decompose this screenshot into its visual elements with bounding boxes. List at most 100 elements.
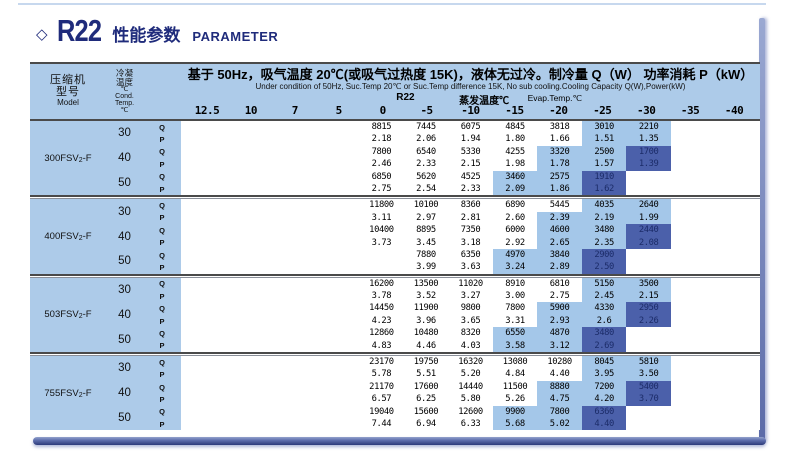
data-cell: 3.73	[371, 237, 392, 248]
data-cell: 5445	[549, 200, 570, 211]
data-cell: 2900	[581, 248, 627, 262]
data-cell	[226, 418, 271, 430]
data-cell: 11900	[413, 303, 439, 314]
data-cell: 9800	[460, 303, 481, 314]
data-cell	[181, 356, 226, 368]
block-separator	[30, 352, 760, 357]
data-cell: 3320	[537, 145, 582, 159]
data-cell	[226, 356, 271, 368]
data-cell	[671, 199, 716, 211]
data-cell: 7800	[371, 146, 392, 157]
data-cell: 2440	[626, 224, 671, 237]
data-cell	[715, 381, 760, 393]
data-cell	[671, 224, 716, 236]
data-cell	[181, 368, 226, 380]
data-cell	[626, 340, 671, 352]
data-cell	[226, 199, 271, 211]
data-cell	[715, 249, 760, 261]
data-cell: 2.33	[460, 183, 481, 194]
data-cell: 7800	[537, 405, 582, 418]
data-cell: 2.06	[416, 134, 436, 145]
model-name-prefix: 300FSV	[44, 152, 79, 164]
evap-refrigerant-label: R22	[396, 92, 415, 103]
data-cell	[715, 327, 760, 339]
data-cell	[226, 146, 271, 158]
model-name: 755FSV 2 -F	[30, 356, 106, 431]
data-cell	[181, 418, 226, 430]
data-cell	[315, 381, 360, 393]
evap-temp-tick: 5	[335, 104, 343, 117]
evap-temp-tick: 0	[379, 104, 387, 117]
data-cell	[671, 356, 716, 368]
header-cond-temp: 冷凝 温度 ℃ Cond. Temp. ℃	[106, 64, 143, 119]
header-cond-en2: Temp.	[114, 100, 135, 108]
evap-temp-ticks: 12.5 10 7 5 0 -5 -10 -15 -20 -25 -30 -35 -40	[185, 104, 756, 119]
qp-label: P	[143, 417, 181, 431]
cond-temp-value: 40	[106, 380, 143, 406]
data-cell: 2.35	[581, 236, 627, 249]
data-cell	[181, 158, 226, 170]
data-cell: 19750	[413, 357, 439, 368]
model-name-suffix: -F	[82, 387, 92, 399]
diamond-icon: ◇	[36, 26, 48, 43]
data-cell: 4.75	[537, 393, 582, 406]
data-cell: 2500	[581, 145, 627, 159]
data-cell	[270, 224, 315, 236]
data-cell	[226, 302, 271, 314]
data-cell	[715, 340, 760, 352]
model-name-subscript: 2	[78, 156, 83, 164]
header-cond-unit2: ℃	[120, 107, 129, 115]
data-cell: 19040	[369, 406, 394, 417]
data-cell: 1.66	[549, 134, 570, 145]
data-cell	[315, 327, 360, 339]
data-cell	[226, 368, 271, 380]
data-cell: 2.45	[581, 290, 627, 303]
data-cell: 6890	[505, 200, 525, 211]
data-cell	[226, 224, 271, 236]
data-cell	[315, 340, 360, 352]
data-cell	[181, 302, 226, 314]
data-cell	[626, 183, 671, 195]
data-cell	[270, 158, 315, 170]
data-cell: 2.75	[549, 291, 570, 302]
block-separator	[30, 273, 760, 278]
data-cell: 4845	[505, 122, 525, 132]
data-cell: 5900	[537, 302, 582, 315]
qp-label: P	[143, 158, 181, 171]
data-cell	[671, 261, 716, 273]
data-cell	[181, 340, 226, 352]
data-cell	[315, 406, 360, 418]
data-cell: 4255	[505, 146, 525, 157]
data-cell	[715, 146, 760, 158]
parameter-table: 压缩机 型号 Model 冷凝 温度 ℃ Cond. Temp. ℃ 基于 50…	[30, 62, 760, 431]
data-cell	[715, 212, 760, 224]
model-block: 755FSV 2 -F 30 Q 23170 19750 16320 13080 10280 804…	[30, 356, 760, 431]
data-cell: 11800	[369, 200, 394, 211]
data-cell	[270, 237, 315, 249]
data-cell: 3.63	[460, 262, 481, 273]
data-cell	[671, 418, 716, 430]
data-cell	[181, 327, 226, 339]
data-cell	[226, 261, 271, 273]
data-cell: 7.44	[371, 418, 392, 429]
data-cell	[270, 249, 315, 261]
data-cell: 2.89	[537, 261, 582, 274]
data-cell: 3480	[581, 224, 627, 237]
data-cell: 3.99	[416, 262, 436, 273]
data-cell: 3818	[549, 122, 570, 132]
data-cell	[226, 183, 271, 195]
data-cell: 2.81	[460, 212, 481, 223]
data-cell: 8895	[416, 225, 436, 236]
data-cell: 6000	[505, 225, 525, 236]
data-cell: 6.57	[371, 394, 392, 405]
data-cell	[359, 261, 404, 273]
data-cell: 2.6	[581, 314, 627, 328]
header-cond-en1: Cond.	[115, 93, 134, 101]
data-cell: 2.39	[537, 211, 582, 225]
data-cell: 5150	[581, 277, 627, 291]
data-cell	[671, 290, 716, 302]
data-cell	[315, 278, 360, 290]
data-cell: 3.70	[626, 393, 671, 406]
data-cell	[715, 315, 760, 327]
